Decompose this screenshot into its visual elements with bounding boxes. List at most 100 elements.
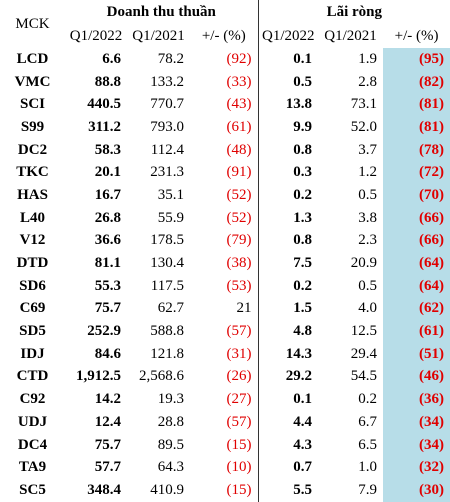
- profit-2021: 2.3: [358, 232, 378, 249]
- profit-change: (51): [383, 342, 450, 366]
- profit-2022: 9.9: [293, 118, 313, 135]
- revenue-2022: 6.6: [102, 50, 121, 67]
- profit-2022: 5.5: [293, 481, 313, 498]
- revenue-2021: 793.0: [150, 118, 184, 135]
- ticker: SD6: [19, 277, 46, 294]
- table-row: UDJ 12.4 28.8 (57) 4.4 6.7 (34): [0, 411, 450, 434]
- column-header: +/- (%): [394, 27, 439, 44]
- profit-2021: 20.9: [350, 255, 378, 272]
- profit-2022: 0.2: [293, 277, 313, 294]
- revenue-change: (10): [190, 456, 259, 480]
- profit-2022: 1.5: [293, 300, 313, 317]
- profit-2022: 4.3: [293, 436, 313, 453]
- column-header: Q1/2022: [262, 27, 315, 44]
- revenue-2022: 440.5: [87, 96, 121, 113]
- revenue-2021: 133.2: [150, 73, 184, 90]
- profit-change: (30): [383, 479, 450, 502]
- revenue-2022: 75.7: [94, 436, 121, 453]
- profit-2022: 0.7: [293, 459, 313, 476]
- profit-change: (36): [383, 388, 450, 411]
- ticker: TKC: [16, 164, 49, 181]
- ticker: SCI: [19, 96, 45, 113]
- ticker: IDJ: [20, 345, 45, 362]
- column-header: Q1/2022: [69, 27, 123, 44]
- table-row: CTD 1,912.5 2,568.6 (26) 29.2 54.5 (46): [0, 365, 450, 389]
- table-row: LCD 6.6 78.2 (92) 0.1 1.9 (95): [0, 48, 450, 71]
- profit-2022: 0.1: [293, 50, 313, 67]
- revenue-change: (33): [190, 70, 259, 94]
- table-row: VMC 88.8 133.2 (33) 0.5 2.8 (82): [0, 70, 450, 94]
- revenue-2022: 14.2: [94, 391, 121, 408]
- revenue-2021: 62.7: [157, 300, 184, 317]
- table-row: SCI 440.5 770.7 (43) 13.8 73.1 (81): [0, 93, 450, 117]
- profit-2021: 6.5: [358, 436, 378, 453]
- table-body: LCD 6.6 78.2 (92) 0.1 1.9 (95) VMC 88.8 133.2 (33)…: [0, 48, 450, 502]
- profit-change: (70): [383, 184, 450, 207]
- revenue-2022: 57.7: [94, 459, 121, 476]
- profit-2021: 3.8: [358, 209, 378, 226]
- table-row: DC4 75.7 89.5 (15) 4.3 6.5 (34): [0, 433, 450, 457]
- table-row: SD5 252.9 588.8 (57) 4.8 12.5 (61): [0, 320, 450, 343]
- table-row: C92 14.2 19.3 (27) 0.1 0.2 (36): [0, 388, 450, 411]
- profit-change: (95): [383, 48, 450, 71]
- profit-change: (46): [383, 365, 450, 389]
- revenue-change: (27): [190, 388, 259, 411]
- revenue-2022: 84.6: [94, 345, 121, 362]
- revenue-2021: 130.4: [150, 255, 184, 272]
- profit-2021: 54.5: [350, 368, 378, 385]
- ticker: C92: [19, 391, 46, 408]
- revenue-2022: 58.3: [94, 141, 121, 158]
- revenue-change: 21: [190, 297, 259, 321]
- profit-2021: 1.0: [358, 459, 378, 476]
- ticker: CTD: [16, 368, 49, 385]
- profit-2021: 6.7: [358, 413, 378, 430]
- profit-change: (34): [383, 411, 450, 434]
- profit-2021: 1.2: [358, 164, 378, 181]
- revenue-2021: 64.3: [157, 459, 184, 476]
- table-row: C69 75.7 62.7 21 1.5 4.0 (62): [0, 297, 450, 321]
- profit-change: (62): [383, 297, 450, 321]
- ticker: SC5: [19, 481, 46, 498]
- revenue-2021: 2,568.6: [139, 368, 184, 385]
- profit-2022: 0.8: [293, 232, 313, 249]
- revenue-2021: 35.1: [157, 186, 184, 203]
- revenue-2022: 348.4: [87, 481, 121, 498]
- profit-2022: 13.8: [285, 96, 313, 113]
- profit-change: (32): [383, 456, 450, 480]
- revenue-change: (53): [190, 274, 259, 298]
- profit-2022: 0.2: [293, 186, 313, 203]
- profit-change: (72): [383, 161, 450, 185]
- revenue-change: (26): [190, 365, 259, 389]
- revenue-2022: 88.8: [94, 73, 121, 90]
- table-row: DC2 58.3 112.4 (48) 0.8 3.7 (78): [0, 138, 450, 162]
- revenue-2021: 28.8: [157, 413, 184, 430]
- table-row: DTD 81.1 130.4 (38) 7.5 20.9 (64): [0, 252, 450, 275]
- table-row: S99 311.2 793.0 (61) 9.9 52.0 (81): [0, 116, 450, 139]
- revenue-2021: 55.9: [157, 209, 184, 226]
- ticker: DTD: [16, 255, 49, 272]
- revenue-change: (52): [190, 184, 259, 207]
- ticker: C69: [19, 300, 46, 317]
- table-row: SD6 55.3 117.5 (53) 0.2 0.5 (64): [0, 274, 450, 298]
- table-row: L40 26.8 55.9 (52) 1.3 3.8 (66): [0, 206, 450, 230]
- revenue-2022: 311.2: [88, 118, 121, 135]
- revenue-2022: 55.3: [94, 277, 121, 294]
- ticker: DC2: [17, 141, 48, 158]
- profit-2021: 4.0: [358, 300, 378, 317]
- profit-2022: 4.8: [293, 323, 313, 340]
- revenue-2021: 78.2: [157, 50, 184, 67]
- revenue-2021: 178.5: [150, 232, 184, 249]
- profit-change: (81): [383, 93, 450, 117]
- profit-2022: 0.3: [293, 164, 313, 181]
- ticker: V12: [19, 232, 46, 249]
- revenue-2022: 1,912.5: [76, 368, 121, 385]
- profit-2021: 0.5: [358, 186, 378, 203]
- revenue-change: (61): [190, 116, 259, 139]
- profit-2022: 14.3: [285, 345, 313, 362]
- profit-2021: 7.9: [358, 481, 378, 498]
- profit-change: (66): [383, 229, 450, 253]
- revenue-change: (48): [190, 138, 259, 162]
- profit-change: (82): [383, 70, 450, 94]
